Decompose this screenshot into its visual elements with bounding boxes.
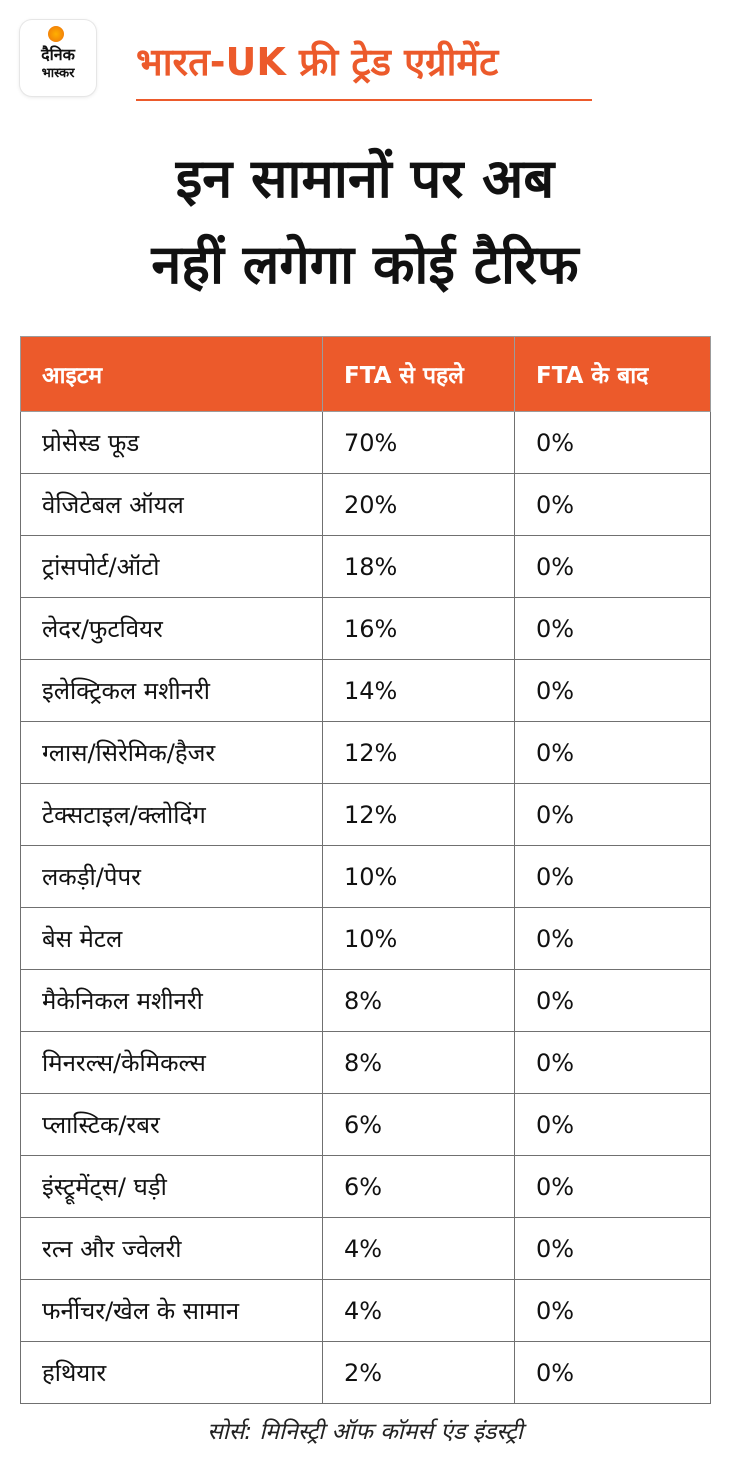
table-row: टेक्सटाइल/क्लोदिंग 12% 0%: [20, 783, 711, 846]
cell-before-fta: 6%: [322, 1093, 515, 1156]
cell-after-fta: 0%: [514, 1031, 711, 1094]
cell-after-fta: 0%: [514, 969, 711, 1032]
cell-before-fta: 16%: [322, 597, 515, 660]
brand-name-line2: भास्कर: [41, 66, 75, 81]
cell-before-fta: 14%: [322, 659, 515, 722]
table-body: प्रोसेस्ड फूड 70% 0% वेजिटेबल ऑयल 20% 0% ट्रां…: [20, 411, 711, 1404]
cell-item: इंस्ट्रूमेंट्स/ घड़ी: [20, 1155, 323, 1218]
cell-after-fta: 0%: [514, 1217, 711, 1280]
cell-before-fta: 12%: [322, 721, 515, 784]
cell-after-fta: 0%: [514, 1155, 711, 1218]
cell-after-fta: 0%: [514, 535, 711, 598]
tariff-table: आइटम FTA से पहले FTA के बाद प्रोसेस्ड फू…: [20, 336, 711, 1404]
cell-item: प्लास्टिक/रबर: [20, 1093, 323, 1156]
cell-before-fta: 10%: [322, 845, 515, 908]
cell-after-fta: 0%: [514, 659, 711, 722]
cell-before-fta: 12%: [322, 783, 515, 846]
cell-item: लकड़ी/पेपर: [20, 845, 323, 908]
table-row: रत्न और ज्वेलरी 4% 0%: [20, 1217, 711, 1280]
cell-item: इलेक्ट्रिकल मशीनरी: [20, 659, 323, 722]
cell-before-fta: 6%: [322, 1155, 515, 1218]
cell-before-fta: 18%: [322, 535, 515, 598]
cell-item: ट्रांसपोर्ट/ऑटो: [20, 535, 323, 598]
table-row: मैकेनिकल मशीनरी 8% 0%: [20, 969, 711, 1032]
cell-after-fta: 0%: [514, 473, 711, 536]
cell-before-fta: 8%: [322, 1031, 515, 1094]
cell-after-fta: 0%: [514, 597, 711, 660]
header-row: आइटम FTA से पहले FTA के बाद: [20, 336, 711, 412]
sun-icon: [48, 26, 64, 42]
cell-before-fta: 8%: [322, 969, 515, 1032]
table-row: हथियार 2% 0%: [20, 1341, 711, 1404]
kicker-title: भारत-UK फ्री ट्रेड एग्रीमेंट: [136, 40, 499, 84]
cell-item: ग्लास/सिरेमिक/हैजर: [20, 721, 323, 784]
kicker-underline: [136, 99, 592, 101]
cell-item: बेस मेटल: [20, 907, 323, 970]
table-row: ट्रांसपोर्ट/ऑटो 18% 0%: [20, 535, 711, 598]
table-row: इलेक्ट्रिकल मशीनरी 14% 0%: [20, 659, 711, 722]
cell-before-fta: 4%: [322, 1217, 515, 1280]
cell-item: टेक्सटाइल/क्लोदिंग: [20, 783, 323, 846]
cell-before-fta: 70%: [322, 411, 515, 474]
headline-line1: इन सामानों पर अब: [175, 147, 555, 210]
header-after-fta: FTA के बाद: [514, 336, 711, 412]
cell-after-fta: 0%: [514, 1279, 711, 1342]
cell-before-fta: 4%: [322, 1279, 515, 1342]
cell-item: हथियार: [20, 1341, 323, 1404]
cell-before-fta: 2%: [322, 1341, 515, 1404]
cell-item: प्रोसेस्ड फूड: [20, 411, 323, 474]
cell-before-fta: 10%: [322, 907, 515, 970]
cell-item: मैकेनिकल मशीनरी: [20, 969, 323, 1032]
source-note: सोर्स: मिनिस्ट्री ऑफ कॉमर्स एंड इंडस्ट्र…: [207, 1419, 523, 1445]
brand-logo: दैनिक भास्कर: [20, 20, 96, 96]
table-row: लेदर/फुटवियर 16% 0%: [20, 597, 711, 660]
table-row: प्लास्टिक/रबर 6% 0%: [20, 1093, 711, 1156]
cell-after-fta: 0%: [514, 721, 711, 784]
table-row: बेस मेटल 10% 0%: [20, 907, 711, 970]
cell-after-fta: 0%: [514, 907, 711, 970]
cell-item: वेजिटेबल ऑयल: [20, 473, 323, 536]
cell-after-fta: 0%: [514, 411, 711, 474]
cell-item: रत्न और ज्वेलरी: [20, 1217, 323, 1280]
table-row: प्रोसेस्ड फूड 70% 0%: [20, 411, 711, 474]
cell-before-fta: 20%: [322, 473, 515, 536]
table-row: मिनरल्स/केमिकल्स 8% 0%: [20, 1031, 711, 1094]
cell-after-fta: 0%: [514, 845, 711, 908]
table-header: आइटम FTA से पहले FTA के बाद: [20, 336, 711, 412]
table-row: फर्नीचर/खेल के सामान 4% 0%: [20, 1279, 711, 1342]
headline-line2: नहीं लगेगा कोई टैरिफ: [151, 233, 579, 296]
headline: इन सामानों पर अब नहीं लगेगा कोई टैरिफ: [0, 136, 730, 308]
cell-item: फर्नीचर/खेल के सामान: [20, 1279, 323, 1342]
table-row: वेजिटेबल ऑयल 20% 0%: [20, 473, 711, 536]
cell-after-fta: 0%: [514, 783, 711, 846]
cell-item: मिनरल्स/केमिकल्स: [20, 1031, 323, 1094]
table-row: ग्लास/सिरेमिक/हैजर 12% 0%: [20, 721, 711, 784]
cell-after-fta: 0%: [514, 1093, 711, 1156]
header-item: आइटम: [20, 336, 323, 412]
brand-name-line1: दैनिक: [41, 45, 75, 64]
header-before-fta: FTA से पहले: [322, 336, 515, 412]
table-row: लकड़ी/पेपर 10% 0%: [20, 845, 711, 908]
table-row: इंस्ट्रूमेंट्स/ घड़ी 6% 0%: [20, 1155, 711, 1218]
cell-item: लेदर/फुटवियर: [20, 597, 323, 660]
cell-after-fta: 0%: [514, 1341, 711, 1404]
